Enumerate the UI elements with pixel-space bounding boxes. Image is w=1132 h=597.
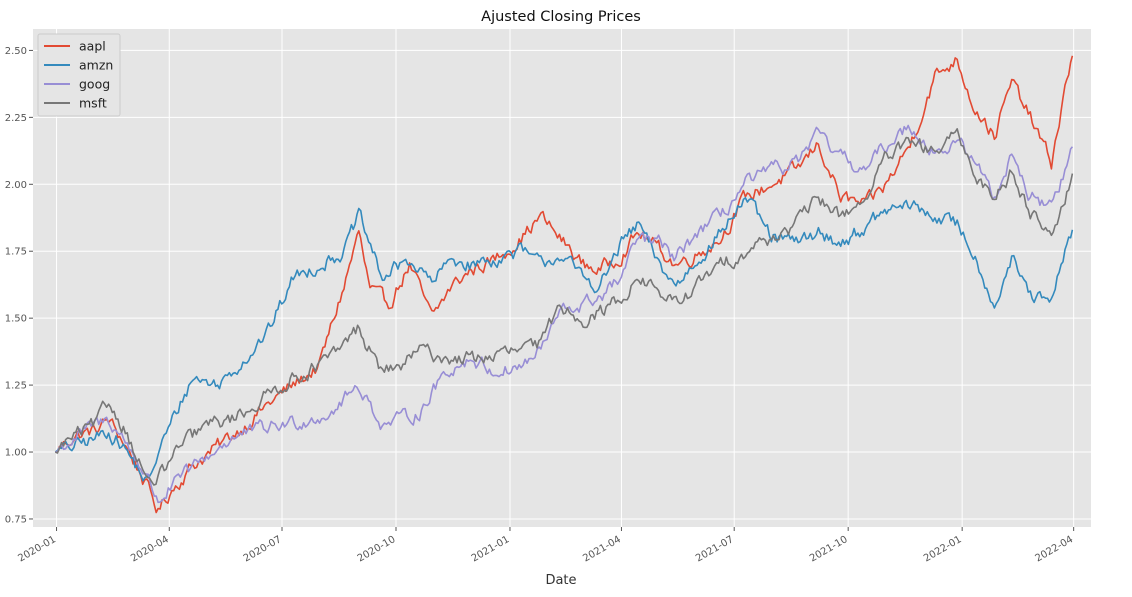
plot-area [33,29,1091,527]
legend: aapl amzn goog msft [37,33,121,117]
x-tick-label: 2020-01 [16,534,58,564]
y-tick-label: 0.75 [5,514,27,525]
x-tick-label: 2021-01 [470,534,512,564]
x-axis-label: Date [545,573,576,588]
y-tick-label: 1.75 [5,247,27,258]
x-tick-label: 2020-10 [356,534,398,564]
x-tick-label: 2021-10 [808,534,850,564]
y-tick-label: 2.25 [5,113,27,124]
y-tick-label: 2.00 [5,180,27,191]
y-tick-label: 2.50 [5,46,27,57]
x-tick-label: 2022-01 [922,534,964,564]
series-lines [54,55,1074,514]
y-tick-label: 1.50 [5,314,27,325]
legend-label-amzn: amzn [79,58,113,73]
y-tick-label: 1.25 [5,381,27,392]
legend-label-aapl: aapl [79,39,106,54]
series-line-aapl [55,55,1074,514]
y-axis-ticks: 0.75 1.00 1.25 1.50 1.75 2.00 2.25 2.50 [5,46,33,525]
x-tick-label: 2021-07 [694,534,736,564]
chart-title: Ajusted Closing Prices [481,9,641,25]
x-tick-label: 2021-04 [581,534,623,564]
x-tick-label: 2020-04 [129,534,171,564]
x-tick-label: 2020-07 [242,534,284,564]
x-tick-label: 2022-04 [1033,534,1075,564]
series-line-amzn [54,197,1074,482]
x-axis-ticks: 2020-01 2020-04 2020-07 2020-10 2021-01 2021-… [16,527,1075,564]
legend-label-goog: goog [79,77,110,92]
legend-label-msft: msft [79,96,107,111]
legend-box [37,33,121,117]
series-line-msft [54,128,1074,486]
y-tick-label: 1.00 [5,448,27,459]
